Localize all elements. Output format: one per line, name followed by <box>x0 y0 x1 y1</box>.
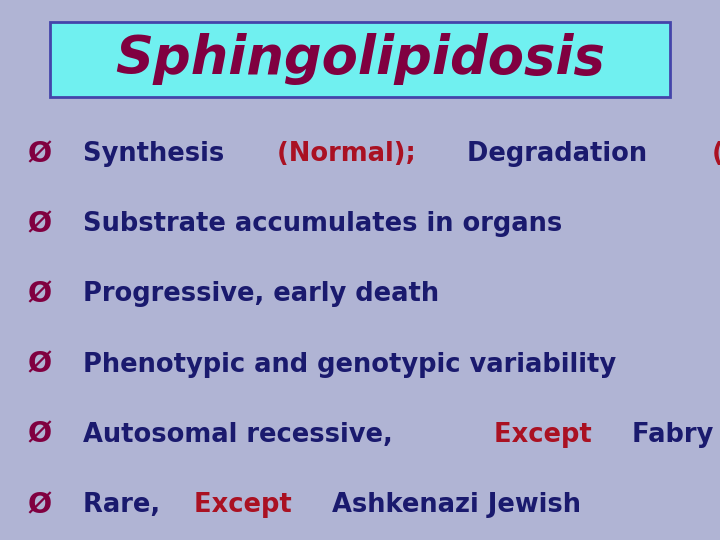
Text: Degradation: Degradation <box>467 141 657 167</box>
FancyBboxPatch shape <box>50 22 670 97</box>
Text: Except: Except <box>194 492 301 518</box>
Text: Autosomal recessive,: Autosomal recessive, <box>83 422 402 448</box>
Text: Ø: Ø <box>27 140 52 168</box>
Text: Progressive, early death: Progressive, early death <box>83 281 439 307</box>
Text: Fabry (X-linked): Fabry (X-linked) <box>632 422 720 448</box>
Text: Rare,: Rare, <box>83 492 169 518</box>
Text: Substrate accumulates in organs: Substrate accumulates in organs <box>83 211 562 237</box>
Text: (Defective): (Defective) <box>711 141 720 167</box>
Text: Ashkenazi Jewish: Ashkenazi Jewish <box>332 492 580 518</box>
Text: Sphingolipidosis: Sphingolipidosis <box>115 33 605 85</box>
Text: Synthesis: Synthesis <box>83 141 233 167</box>
Text: Ø: Ø <box>27 210 52 238</box>
Text: Except: Except <box>494 422 601 448</box>
Text: Ø: Ø <box>27 280 52 308</box>
Text: Ø: Ø <box>27 421 52 449</box>
Text: (Normal);: (Normal); <box>276 141 424 167</box>
Text: Ø: Ø <box>27 350 52 379</box>
Text: Phenotypic and genotypic variability: Phenotypic and genotypic variability <box>83 352 616 377</box>
Text: Ø: Ø <box>27 491 52 519</box>
